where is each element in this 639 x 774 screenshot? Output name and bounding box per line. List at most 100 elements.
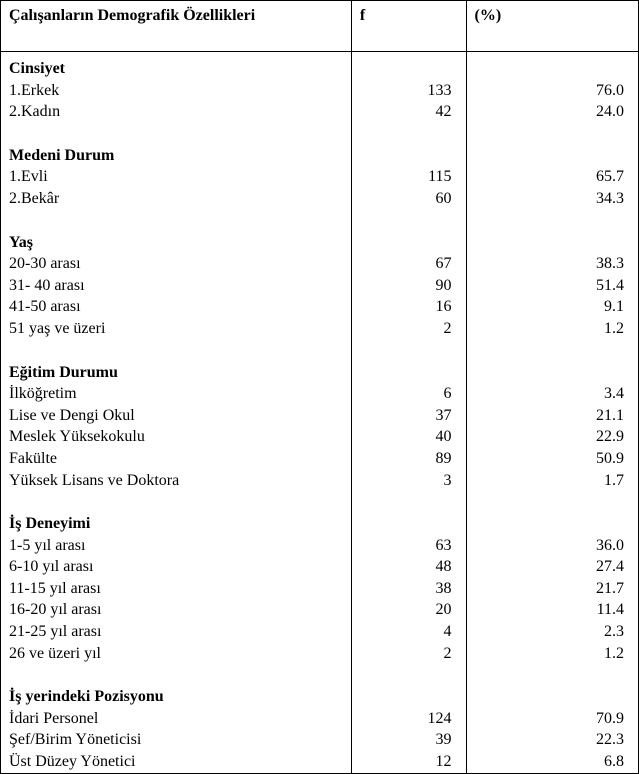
row-pct: 3.4 [466, 383, 638, 405]
row-f: 67 [351, 253, 466, 275]
row-f: 115 [351, 166, 466, 188]
row-label: 41-50 arası [1, 296, 351, 318]
row-pct: 38.3 [466, 253, 638, 275]
table-row: 11-15 yıl arası3821.7 [1, 578, 638, 600]
header-pct: (%) [466, 1, 638, 52]
row-f: 124 [351, 708, 466, 730]
table-row: 2.Bekâr6034.3 [1, 188, 638, 210]
row-label: 21-25 yıl arası [1, 621, 351, 643]
row-f: 2 [351, 643, 466, 665]
row-f: 12 [351, 751, 466, 773]
row-f: 39 [351, 729, 466, 751]
row-label: 2.Bekâr [1, 188, 351, 210]
row-label: Lise ve Dengi Okul [1, 405, 351, 427]
table-body: Cinsiyet 1.Erkek13376.0 2.Kadın4224.0 Me… [1, 52, 638, 773]
header-f: f [351, 1, 466, 52]
table-row: 16-20 yıl arası2011.4 [1, 599, 638, 621]
row-f: 6 [351, 383, 466, 405]
row-pct: 27.4 [466, 556, 638, 578]
table-row: 2.Kadın4224.0 [1, 101, 638, 123]
row-f: 4 [351, 621, 466, 643]
row-f: 20 [351, 599, 466, 621]
row-label: 51 yaş ve üzeri [1, 318, 351, 340]
row-f: 2 [351, 318, 466, 340]
row-pct: 51.4 [466, 275, 638, 297]
row-label: 16-20 yıl arası [1, 599, 351, 621]
row-f: 38 [351, 578, 466, 600]
row-pct: 9.1 [466, 296, 638, 318]
table-row: Şef/Birim Yöneticisi3922.3 [1, 729, 638, 751]
row-f: 89 [351, 448, 466, 470]
row-pct: 21.7 [466, 578, 638, 600]
row-f: 37 [351, 405, 466, 427]
header-label: Çalışanların Demografik Özellikleri [1, 1, 351, 52]
table-header-row: Çalışanların Demografik Özellikleri f (%… [1, 1, 638, 52]
row-f: 42 [351, 101, 466, 123]
row-pct: 50.9 [466, 448, 638, 470]
demographics-table: Çalışanların Demografik Özellikleri f (%… [0, 0, 639, 774]
table-row: Lise ve Dengi Okul3721.1 [1, 405, 638, 427]
table-row: 51 yaş ve üzeri21.2 [1, 318, 638, 340]
table-row: 31- 40 arası9051.4 [1, 275, 638, 297]
section-title: Eğitim Durumu [1, 358, 351, 384]
row-pct: 22.9 [466, 426, 638, 448]
row-f: 3 [351, 470, 466, 492]
section-title: Cinsiyet [1, 52, 351, 80]
row-pct: 1.2 [466, 643, 638, 665]
row-label: Fakülte [1, 448, 351, 470]
row-pct: 1.2 [466, 318, 638, 340]
row-label: Şef/Birim Yöneticisi [1, 729, 351, 751]
row-pct: 24.0 [466, 101, 638, 123]
row-label: 1.Erkek [1, 80, 351, 102]
row-f: 63 [351, 535, 466, 557]
section-title: İş Deneyimi [1, 509, 351, 535]
table-row: 21-25 yıl arası42.3 [1, 621, 638, 643]
row-label: 6-10 yıl arası [1, 556, 351, 578]
row-pct: 76.0 [466, 80, 638, 102]
row-label: Üst Düzey Yönetici [1, 751, 351, 773]
row-label: Meslek Yüksekokulu [1, 426, 351, 448]
row-label: 26 ve üzeri yıl [1, 643, 351, 665]
row-f: 40 [351, 426, 466, 448]
table-row: Üst Düzey Yönetici126.8 [1, 751, 638, 773]
row-label: 20-30 arası [1, 253, 351, 275]
table-row: 1.Erkek13376.0 [1, 80, 638, 102]
row-f: 48 [351, 556, 466, 578]
row-label: 31- 40 arası [1, 275, 351, 297]
table-row: Fakülte8950.9 [1, 448, 638, 470]
table-row: Meslek Yüksekokulu4022.9 [1, 426, 638, 448]
section-title: Medeni Durum [1, 141, 351, 167]
row-pct: 21.1 [466, 405, 638, 427]
row-label: İdari Personel [1, 708, 351, 730]
row-label: 11-15 yıl arası [1, 578, 351, 600]
row-pct: 34.3 [466, 188, 638, 210]
row-f: 16 [351, 296, 466, 318]
table-row: Yüksek Lisans ve Doktora31.7 [1, 470, 638, 492]
row-pct: 65.7 [466, 166, 638, 188]
row-pct: 1.7 [466, 470, 638, 492]
row-label: Yüksek Lisans ve Doktora [1, 470, 351, 492]
table-row: İdari Personel12470.9 [1, 708, 638, 730]
row-label: 2.Kadın [1, 101, 351, 123]
row-pct: 22.3 [466, 729, 638, 751]
row-label: 1.Evli [1, 166, 351, 188]
table-row: 1-5 yıl arası6336.0 [1, 535, 638, 557]
section-title: Yaş [1, 228, 351, 254]
row-pct: 36.0 [466, 535, 638, 557]
row-pct: 2.3 [466, 621, 638, 643]
row-f: 133 [351, 80, 466, 102]
row-pct: 70.9 [466, 708, 638, 730]
table-row: 6-10 yıl arası4827.4 [1, 556, 638, 578]
row-pct: 11.4 [466, 599, 638, 621]
table-row: İlköğretim63.4 [1, 383, 638, 405]
table-row: 26 ve üzeri yıl21.2 [1, 643, 638, 665]
section-title: İş yerindeki Pozisyonu [1, 682, 351, 708]
table-row: 20-30 arası6738.3 [1, 253, 638, 275]
row-f: 90 [351, 275, 466, 297]
row-f: 60 [351, 188, 466, 210]
table-row: 41-50 arası169.1 [1, 296, 638, 318]
row-label: İlköğretim [1, 383, 351, 405]
row-pct: 6.8 [466, 751, 638, 773]
table-row: 1.Evli11565.7 [1, 166, 638, 188]
row-label: 1-5 yıl arası [1, 535, 351, 557]
